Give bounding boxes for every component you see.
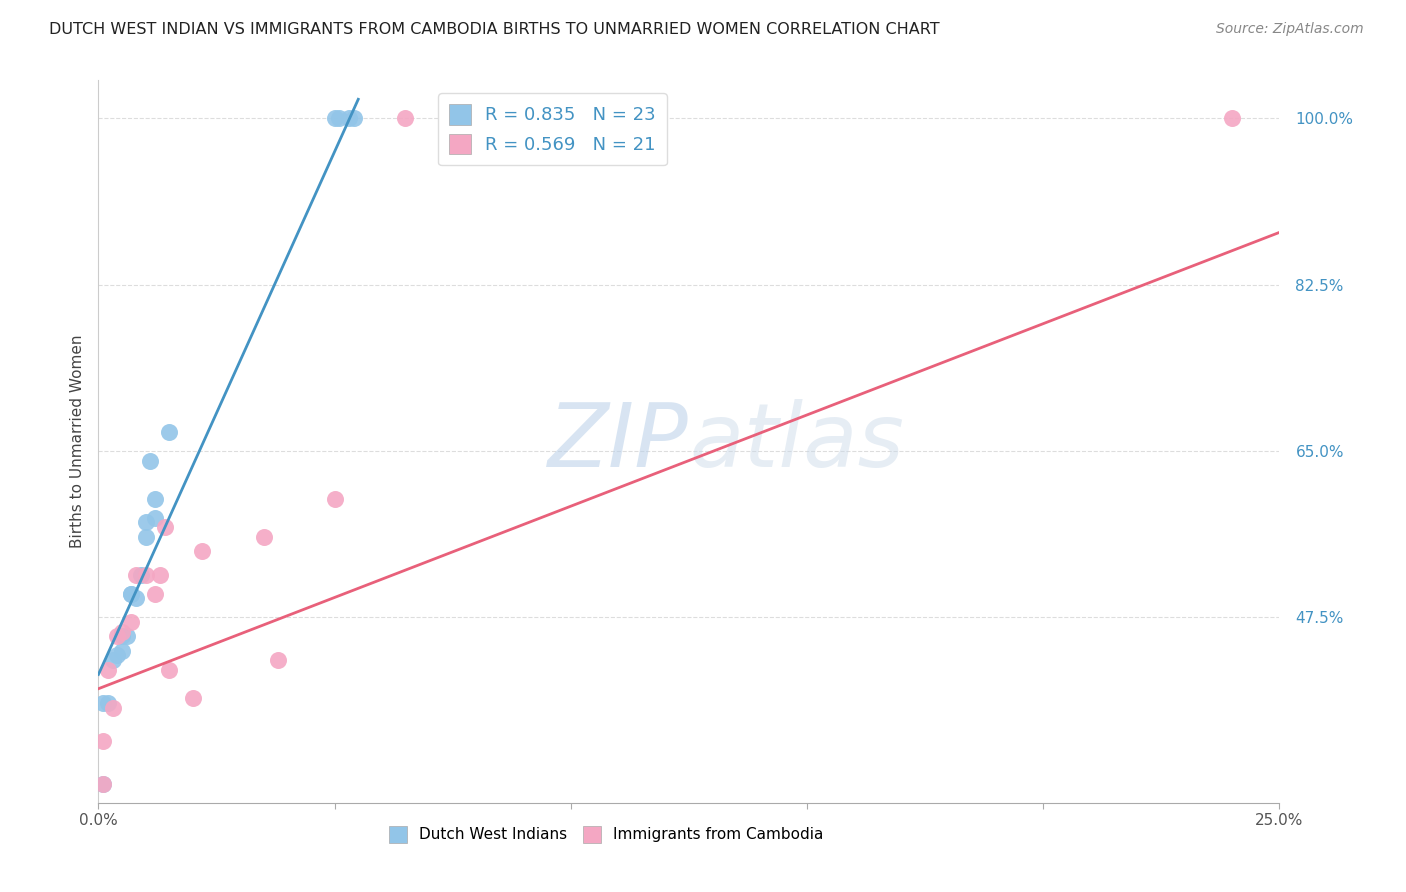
Point xyxy=(129,567,152,582)
Point xyxy=(105,629,128,643)
Point xyxy=(157,663,180,677)
Point xyxy=(121,587,143,601)
Point xyxy=(135,516,157,530)
Point xyxy=(342,112,364,126)
Point xyxy=(267,653,290,667)
Point xyxy=(512,112,534,126)
Text: DUTCH WEST INDIAN VS IMMIGRANTS FROM CAMBODIA BIRTHS TO UNMARRIED WOMEN CORRELAT: DUTCH WEST INDIAN VS IMMIGRANTS FROM CAM… xyxy=(49,22,939,37)
Point xyxy=(125,567,148,582)
Point xyxy=(253,530,276,544)
Point xyxy=(139,453,162,467)
Point xyxy=(337,112,360,126)
Point xyxy=(111,643,134,657)
Point xyxy=(149,567,172,582)
Text: atlas: atlas xyxy=(689,399,904,484)
Point xyxy=(191,544,214,558)
Point xyxy=(111,629,134,643)
Point xyxy=(143,587,166,601)
Point xyxy=(1220,112,1243,126)
Point xyxy=(135,567,157,582)
Point xyxy=(91,777,114,791)
Y-axis label: Births to Unmarried Women: Births to Unmarried Women xyxy=(69,334,84,549)
Point xyxy=(101,700,124,714)
Point xyxy=(97,663,120,677)
Point xyxy=(125,591,148,606)
Point xyxy=(111,624,134,639)
Point xyxy=(135,530,157,544)
Point xyxy=(105,648,128,663)
Point xyxy=(181,691,204,706)
Point xyxy=(121,615,143,630)
Point xyxy=(91,777,114,791)
Point xyxy=(143,510,166,524)
Point xyxy=(328,112,350,126)
Point xyxy=(91,696,114,710)
Point xyxy=(97,696,120,710)
Point xyxy=(323,112,346,126)
Point xyxy=(101,653,124,667)
Point xyxy=(121,587,143,601)
Text: Source: ZipAtlas.com: Source: ZipAtlas.com xyxy=(1216,22,1364,37)
Legend: Dutch West Indians, Immigrants from Cambodia: Dutch West Indians, Immigrants from Camb… xyxy=(382,820,830,849)
Text: ZIP: ZIP xyxy=(548,399,689,484)
Point xyxy=(91,734,114,748)
Point xyxy=(157,425,180,439)
Point xyxy=(394,112,416,126)
Point xyxy=(143,491,166,506)
Point xyxy=(153,520,176,534)
Point xyxy=(323,491,346,506)
Point xyxy=(115,629,138,643)
